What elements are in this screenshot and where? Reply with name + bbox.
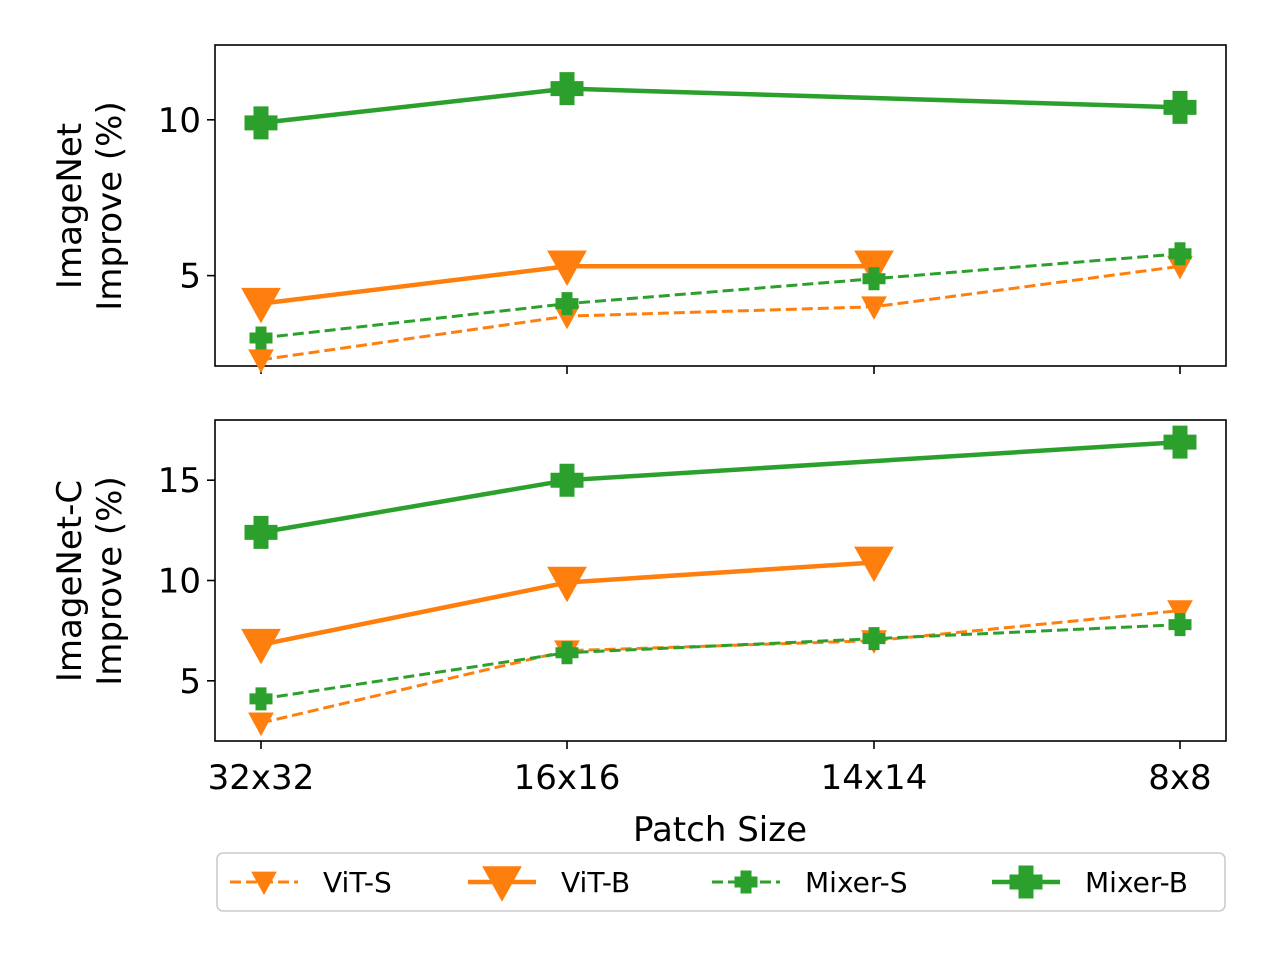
- imagenet-c-point-mixer-s: [555, 641, 579, 665]
- imagenet-point-mixer-s: [1168, 242, 1192, 266]
- x-axis-title: Patch Size: [633, 810, 807, 850]
- imagenet-series: [241, 72, 1197, 373]
- imagenet-c-point-vit-s: [1167, 600, 1193, 624]
- imagenet-c-point-mixer-b: [550, 463, 584, 497]
- imagenet-point-vit-b: [547, 250, 587, 286]
- imagenet-c-x-ticks: 32x32 16x16 14x14 8x8: [208, 741, 1212, 798]
- xtick-label-16x16: 16x16: [514, 758, 621, 798]
- legend-marker-vit-s: [251, 871, 277, 896]
- imagenet-line-mixer-s: [260, 252, 1181, 340]
- imagenet-c-line-vit-s: [260, 609, 1181, 725]
- imagenet-c-point-mixer-s: [862, 627, 886, 651]
- imagenet-point-mixer-s: [862, 267, 886, 291]
- imagenet-point-mixer-b: [550, 72, 584, 106]
- imagenet-c-point-mixer-s: [249, 687, 273, 711]
- imagenet-c-panel: 5 10 15 32x32 16x16 14x14 8x8 ImageNet-C Impr…: [50, 419, 1227, 850]
- legend-label-mixer-s: Mixer-S: [805, 866, 907, 899]
- legend-marker-vit-b: [482, 866, 522, 902]
- imagenet-c-point-vit-s: [248, 712, 274, 737]
- legend-item-vit-s: ViT-S: [230, 866, 392, 899]
- imagenet-c-line-mixer-s: [260, 623, 1181, 701]
- imagenet-c-point-mixer-b: [244, 515, 278, 549]
- imagenet-point-vit-b: [241, 287, 281, 324]
- imagenet-c-point-mixer-s: [1168, 613, 1192, 637]
- imagenet-c-series-vit-b: [241, 546, 894, 665]
- imagenet-c-ytick-label: 15: [158, 461, 201, 501]
- imagenet-point-mixer-b: [244, 106, 278, 140]
- imagenet-ylabel-line2: Improve (%): [90, 101, 130, 310]
- xtick-label-14x14: 14x14: [821, 758, 928, 798]
- imagenet-point-mixer-b: [1163, 90, 1197, 124]
- imagenet-c-point-vit-b: [547, 566, 587, 603]
- legend: ViT-S ViT-B Mixer-S Mixer-B: [216, 852, 1226, 912]
- imagenet-ylabel-line1: ImageNet: [50, 123, 90, 289]
- imagenet-c-series: [241, 425, 1197, 737]
- imagenet-series-mixer-s: [249, 242, 1192, 350]
- imagenet-series-mixer-b: [244, 72, 1197, 140]
- imagenet-c-series-vit-s: [248, 600, 1193, 737]
- legend-item-mixer-b: Mixer-B: [992, 865, 1188, 899]
- imagenet-c-series-mixer-s: [249, 613, 1192, 711]
- imagenet-plot-frame: [214, 44, 1227, 367]
- imagenet-ytick-label: 5: [179, 257, 201, 297]
- legend-marker-mixer-b: [1009, 865, 1043, 899]
- imagenet-c-y-ticks: 5 10 15: [158, 461, 215, 702]
- legend-label-mixer-b: Mixer-B: [1085, 866, 1188, 899]
- imagenet-panel: 5 10 ImageNet Improve (%): [50, 44, 1227, 374]
- imagenet-y-ticks: 5 10: [158, 101, 215, 297]
- imagenet-ytick-label: 10: [158, 101, 201, 141]
- imagenet-c-point-mixer-b: [1163, 425, 1197, 459]
- imagenet-point-vit-s: [248, 349, 274, 373]
- legend-marker-mixer-s: [734, 870, 758, 894]
- imagenet-c-series-mixer-b: [244, 425, 1197, 549]
- imagenet-c-point-vit-b: [854, 546, 894, 583]
- xtick-label-8x8: 8x8: [1148, 758, 1211, 798]
- imagenet-c-ytick-label: 5: [179, 662, 201, 702]
- legend-label-vit-s: ViT-S: [323, 866, 392, 899]
- legend-items: ViT-S ViT-B Mixer-S Mixer-B: [230, 865, 1188, 902]
- legend-item-mixer-s: Mixer-S: [712, 866, 907, 899]
- imagenet-point-mixer-s: [555, 292, 579, 316]
- xtick-label-32x32: 32x32: [208, 758, 315, 798]
- imagenet-c-ylabel-line2: Improve (%): [90, 476, 130, 685]
- legend-label-vit-b: ViT-B: [561, 866, 630, 899]
- imagenet-line-vit-s: [260, 264, 1181, 362]
- imagenet-c-ytick-label: 10: [158, 562, 201, 602]
- imagenet-c-ylabel-line1: ImageNet-C: [50, 480, 90, 682]
- legend-item-vit-b: ViT-B: [468, 866, 630, 902]
- imagenet-point-mixer-s: [249, 326, 273, 350]
- imagenet-c-point-vit-b: [241, 628, 281, 665]
- imagenet-point-vit-s: [861, 296, 887, 320]
